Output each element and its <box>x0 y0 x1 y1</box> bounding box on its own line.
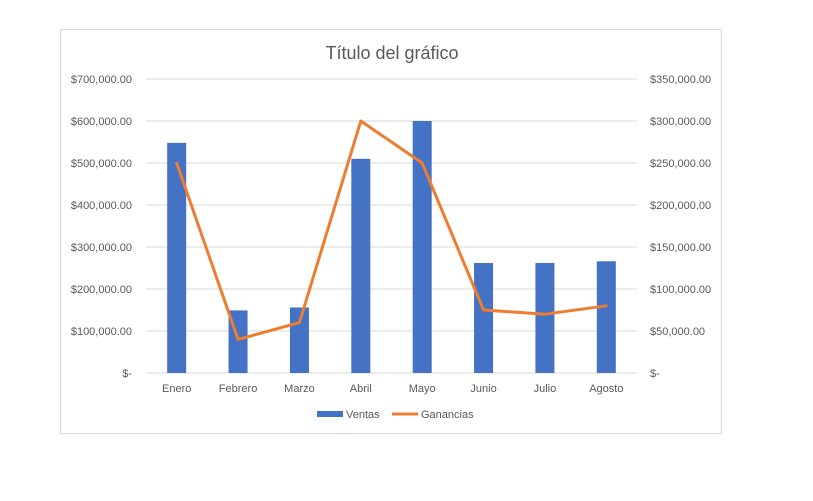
category-label: Abril <box>350 383 372 395</box>
legend-ventas-label: Ventas <box>346 409 380 421</box>
legend: Ventas Ganancias <box>317 409 474 421</box>
ganancias-line <box>175 119 608 341</box>
right-tick-label: $250,000.00 <box>650 158 711 170</box>
ventas-bar <box>351 158 371 373</box>
left-tick-label: $500,000.00 <box>71 158 132 170</box>
left-tick-label: $- <box>122 368 132 380</box>
right-tick-label: $300,000.00 <box>650 116 711 128</box>
ventas-bar <box>535 262 555 373</box>
left-axis-labels: $- $100,000.00 $200,000.00 $300,000.00 $400,… <box>71 74 133 380</box>
category-label: Julio <box>534 383 557 395</box>
left-tick-label: $200,000.00 <box>71 284 132 296</box>
category-label: Mayo <box>409 383 436 395</box>
ventas-bar <box>596 261 616 373</box>
left-tick-label: $600,000.00 <box>71 116 132 128</box>
ventas-bar <box>167 142 187 373</box>
left-tick-label: $300,000.00 <box>71 242 132 254</box>
chart-area: Título del gráfico $- $100,000.00 $200,000… <box>60 29 722 434</box>
category-label: Febrero <box>219 383 258 395</box>
right-tick-label: $200,000.00 <box>650 200 711 212</box>
category-label: Agosto <box>589 383 623 395</box>
category-label: Enero <box>162 383 191 395</box>
chart-title: Título del gráfico <box>325 43 458 63</box>
legend-ganancias-label: Ganancias <box>421 409 474 421</box>
left-tick-label: $700,000.00 <box>71 74 132 86</box>
category-label: Junio <box>470 383 496 395</box>
ventas-bar <box>474 262 494 373</box>
right-tick-label: $150,000.00 <box>650 242 711 254</box>
category-label: Marzo <box>284 383 315 395</box>
left-tick-label: $400,000.00 <box>71 200 132 212</box>
right-tick-label: $- <box>650 368 660 380</box>
right-tick-label: $350,000.00 <box>650 74 711 86</box>
ventas-bar <box>289 307 309 373</box>
legend-ventas-swatch <box>317 411 343 417</box>
right-tick-label: $50,000.00 <box>650 326 705 338</box>
ventas-bar <box>412 121 432 373</box>
combo-chart: Título del gráfico $- $100,000.00 $200,000… <box>71 43 711 421</box>
right-axis-labels: $- $50,000.00 $100,000.00 $150,000.00 $200,0… <box>650 74 711 380</box>
left-tick-label: $100,000.00 <box>71 326 132 338</box>
category-labels: Enero Febrero Marzo Abril Mayo Junio Julio Agos… <box>162 383 623 395</box>
ganancias-line-group <box>175 119 608 341</box>
right-tick-label: $100,000.00 <box>650 284 711 296</box>
gridlines <box>146 78 637 374</box>
